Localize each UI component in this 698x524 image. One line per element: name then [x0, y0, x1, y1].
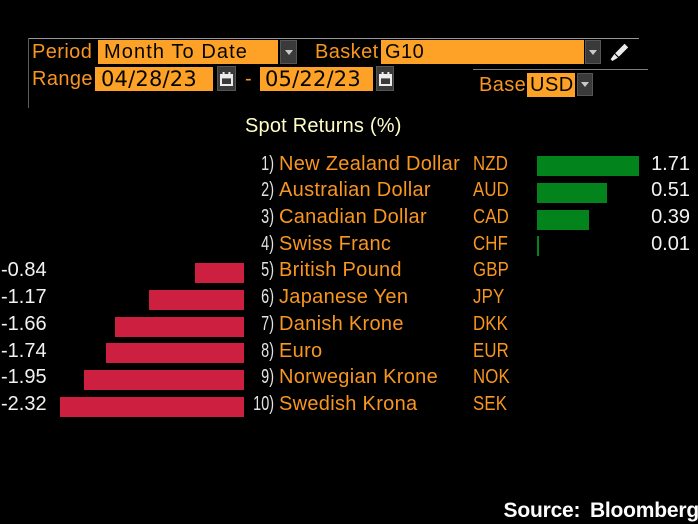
- row-currency-code: DKK: [472, 312, 508, 335]
- chart-row-cad: 3) Canadian Dollar CAD 0.39: [0, 206, 698, 233]
- pencil-icon[interactable]: [606, 42, 630, 62]
- chart-row-sek: 10) Swedish Krona SEK -2.32: [0, 393, 698, 420]
- base-dropdown[interactable]: USD: [527, 73, 575, 97]
- chevron-down-icon: [589, 49, 597, 55]
- row-bar: [114, 316, 244, 337]
- row-rank: 9): [260, 366, 274, 389]
- row-rank: 10): [252, 392, 274, 415]
- chart-row-gbp: 5) British Pound GBP -0.84: [0, 259, 698, 287]
- row-currency-name: Australian Dollar: [279, 179, 431, 202]
- base-label: Base: [479, 74, 527, 96]
- row-currency-code: AUD: [472, 179, 509, 202]
- range-start-calendar-button[interactable]: [217, 66, 236, 91]
- range-label: Range: [32, 68, 93, 90]
- period-dropdown-button[interactable]: [280, 40, 297, 64]
- basket-dropdown-button[interactable]: [585, 40, 601, 64]
- row-value: 0.01: [651, 232, 690, 255]
- row-bar: [537, 209, 589, 230]
- range-start-input[interactable]: 04/28/23: [95, 67, 213, 91]
- chart-row-eur: 8) Euro EUR -1.74: [0, 340, 698, 367]
- row-value: -1.66: [1, 312, 47, 335]
- row-bar: [537, 236, 539, 257]
- row-currency-code: CAD: [472, 206, 509, 228]
- chart-row-jpy: 6) Japanese Yen JPY -1.17: [0, 286, 698, 314]
- row-bar: [194, 263, 244, 284]
- row-bar: [59, 396, 244, 417]
- row-currency-name: British Pound: [279, 259, 402, 282]
- row-bar: [537, 156, 639, 177]
- row-currency-name: Danish Krone: [279, 312, 404, 335]
- row-currency-name: Canadian Dollar: [279, 206, 427, 228]
- chart-row-dkk: 7) Danish Krone DKK -1.66: [0, 313, 698, 340]
- range-separator: -: [245, 68, 253, 90]
- row-value: 1.71: [651, 152, 690, 175]
- row-rank: 1): [260, 152, 274, 175]
- row-rank: 3): [260, 206, 274, 228]
- period-dropdown[interactable]: Month To Date: [98, 40, 278, 64]
- row-currency-code: GBP: [472, 259, 509, 282]
- chart-row-aud: 2) Australian Dollar AUD 0.51: [0, 179, 698, 207]
- row-currency-code: NZD: [472, 152, 508, 175]
- panel-separator-line: [473, 69, 648, 70]
- row-value: -0.84: [1, 259, 47, 282]
- row-value: 0.51: [651, 179, 690, 202]
- row-currency-code: CHF: [472, 232, 508, 255]
- row-currency-name: Swiss Franc: [279, 232, 392, 255]
- row-rank: 8): [260, 339, 274, 362]
- range-end-calendar-button[interactable]: [376, 66, 394, 91]
- calendar-icon: [378, 71, 392, 86]
- chart-title: Spot Returns (%): [245, 115, 402, 137]
- chevron-down-icon: [284, 49, 293, 55]
- row-currency-name: Euro: [279, 339, 323, 362]
- row-currency-code: JPY: [472, 286, 504, 309]
- chart-row-nok: 9) Norwegian Krone NOK -1.95: [0, 366, 698, 394]
- row-value: -1.17: [1, 286, 47, 309]
- row-currency-name: Norwegian Krone: [279, 366, 439, 389]
- row-value: -2.32: [1, 392, 47, 415]
- row-bar: [537, 183, 607, 204]
- base-dropdown-button[interactable]: [577, 73, 593, 96]
- row-bar: [83, 369, 244, 390]
- row-rank: 4): [260, 232, 274, 255]
- row-bar: [105, 343, 244, 364]
- row-bar: [148, 289, 244, 310]
- row-currency-code: SEK: [472, 392, 507, 415]
- row-currency-name: Japanese Yen: [279, 286, 409, 309]
- row-value: -1.95: [1, 366, 47, 389]
- calendar-icon: [220, 71, 233, 86]
- chart-row-nzd: 1) New Zealand Dollar NZD 1.71: [0, 153, 698, 180]
- panel-top-border: [28, 38, 639, 39]
- row-currency-code: NOK: [472, 366, 510, 389]
- row-rank: 2): [260, 179, 274, 202]
- basket-dropdown[interactable]: G10: [381, 40, 584, 64]
- range-end-input[interactable]: 05/22/23: [260, 67, 373, 91]
- row-rank: 5): [260, 259, 274, 282]
- row-value: 0.39: [651, 206, 690, 228]
- row-rank: 6): [260, 286, 274, 309]
- period-label: Period: [32, 41, 93, 63]
- chart-row-chf: 4) Swiss Franc CHF 0.01: [0, 233, 698, 260]
- basket-label: Basket: [315, 41, 379, 63]
- row-currency-code: EUR: [472, 339, 509, 362]
- chevron-down-icon: [581, 82, 589, 87]
- source-label: Source: Bloomberg: [503, 499, 698, 522]
- row-value: -1.74: [1, 339, 47, 362]
- row-rank: 7): [260, 312, 274, 335]
- row-currency-name: New Zealand Dollar: [279, 152, 461, 175]
- panel-left-border: [28, 38, 29, 108]
- row-currency-name: Swedish Krona: [279, 392, 418, 415]
